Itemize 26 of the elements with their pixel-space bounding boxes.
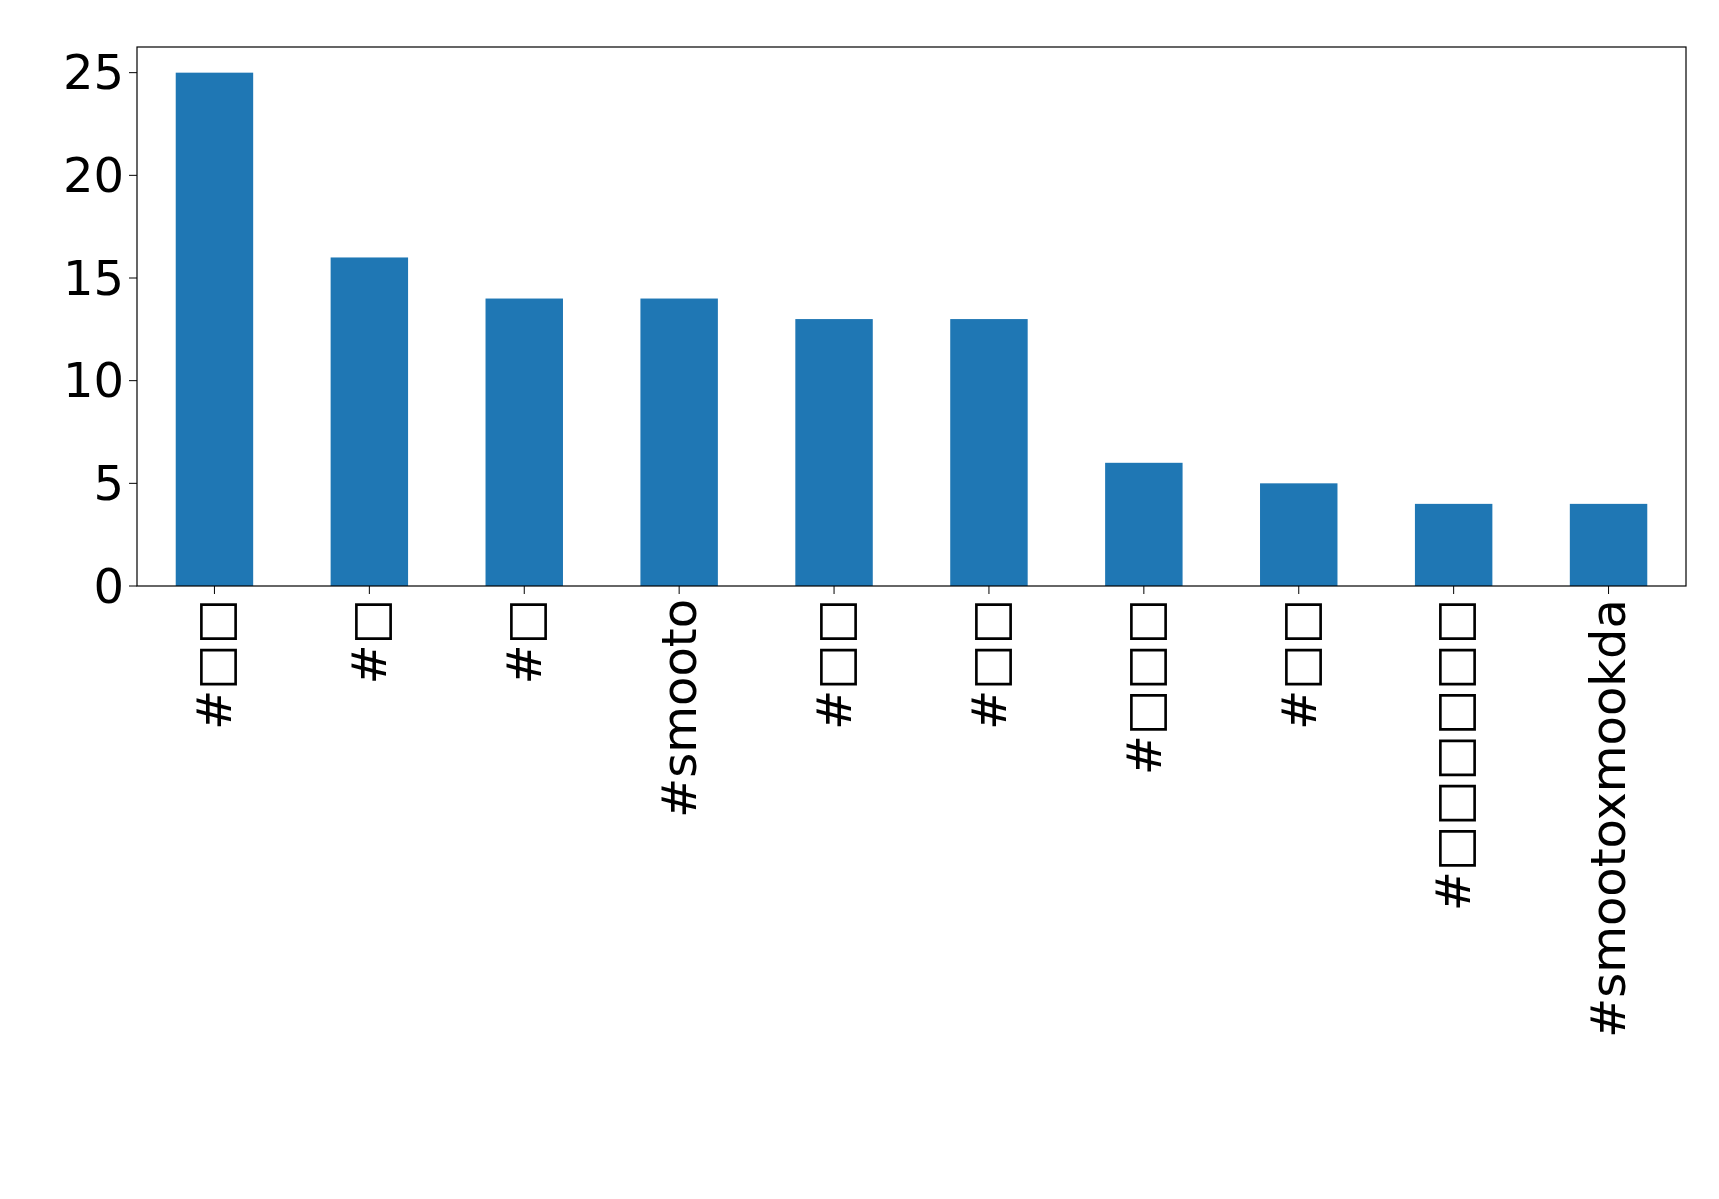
x-tick-label: #□□□□□□ (1425, 599, 1482, 912)
x-tick-label: #□ (341, 599, 398, 685)
bar (1569, 503, 1648, 586)
bar (1105, 462, 1183, 586)
bar (1260, 483, 1338, 586)
x-tick-label: #□□ (960, 599, 1017, 730)
bar (640, 298, 718, 586)
y-tick-label: 10 (62, 352, 124, 409)
y-tick-label: 20 (62, 147, 124, 204)
bar (485, 298, 563, 586)
y-tick-label: 15 (62, 249, 124, 306)
x-tick-label: #□□ (805, 599, 862, 730)
y-tick-label: 25 (62, 44, 124, 101)
x-tick-label: #□ (496, 599, 553, 685)
x-tick-label: #□□ (1270, 599, 1327, 730)
x-tick-label: #□□ (186, 599, 243, 730)
x-tick-label: #smootoxmookda (1580, 599, 1637, 1039)
x-tick-label: #smooto (650, 599, 707, 818)
y-tick-label: 5 (93, 455, 124, 512)
bar (1414, 503, 1493, 586)
y-tick-label: 0 (93, 557, 124, 614)
bar (795, 319, 873, 586)
x-tick-label: #□□□ (1115, 599, 1172, 776)
bar (330, 257, 409, 586)
bar (950, 319, 1028, 586)
bar (175, 72, 254, 586)
